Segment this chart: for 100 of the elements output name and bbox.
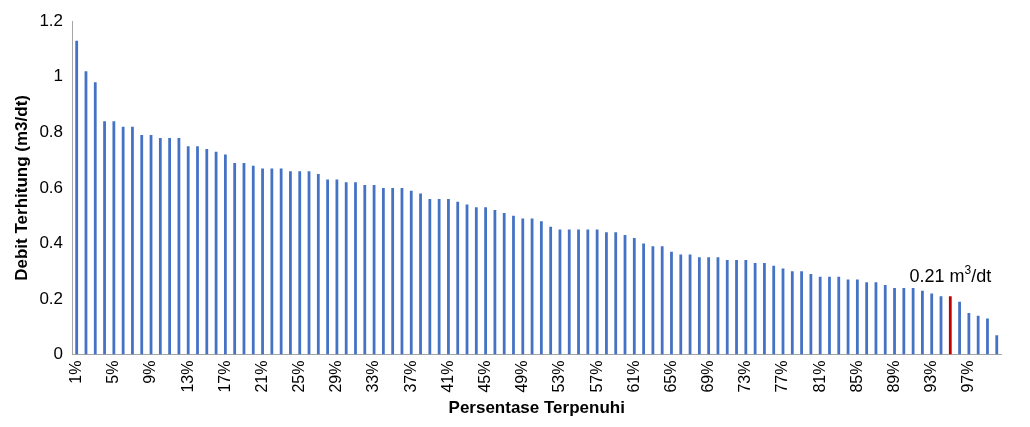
bar [261, 168, 264, 355]
bar [921, 290, 924, 355]
bar [502, 212, 506, 355]
bar [902, 287, 906, 355]
bar [326, 179, 329, 355]
bar [474, 207, 478, 355]
bar [233, 162, 237, 355]
bar [948, 296, 952, 355]
bar [670, 251, 673, 355]
x-tick-label: 69% [699, 360, 717, 393]
x-tick-label: 17% [215, 360, 233, 393]
bar [614, 232, 618, 355]
bar [539, 221, 543, 355]
bar [995, 335, 999, 355]
x-tick-label: 65% [661, 360, 679, 393]
bar [763, 262, 766, 355]
bar [958, 301, 961, 355]
bar [223, 154, 227, 355]
x-tick-label: 21% [252, 360, 270, 393]
bar [976, 315, 980, 355]
y-tick-label: 0.8 [39, 122, 64, 142]
bar [381, 187, 385, 355]
bar [772, 265, 776, 355]
x-tick-label: 61% [624, 360, 642, 393]
x-tick-label: 45% [476, 360, 494, 393]
bar [800, 271, 803, 355]
y-axis-title: Debit Terhitung (m3/dt) [11, 95, 31, 281]
x-tick-label: 25% [290, 360, 308, 393]
bar [577, 229, 580, 355]
bar [344, 182, 348, 355]
bar [112, 121, 116, 355]
bar [865, 282, 869, 355]
bar [651, 246, 655, 355]
bar [93, 82, 97, 355]
x-tick-label: 49% [513, 360, 531, 393]
y-tick-label: 0.4 [39, 233, 64, 253]
bar [428, 199, 432, 355]
y-tick-label: 1.2 [39, 10, 64, 30]
bar [419, 193, 422, 355]
bar [744, 260, 748, 355]
bar [707, 257, 711, 355]
x-tick-label: 33% [364, 360, 382, 393]
x-tick-label: 85% [847, 360, 865, 393]
x-tick-label: 29% [327, 360, 345, 393]
bar [809, 274, 813, 355]
bar [632, 237, 636, 355]
bar [251, 165, 255, 355]
bar [883, 285, 887, 355]
x-tick-label: 37% [401, 360, 419, 393]
bar [103, 121, 106, 355]
bar [930, 293, 934, 355]
x-tick-label: 1% [67, 360, 85, 384]
bar [270, 168, 274, 355]
bar [205, 148, 209, 355]
bar [679, 254, 683, 355]
bar [437, 199, 441, 355]
x-tick-label: 89% [884, 360, 902, 393]
bar [279, 168, 283, 355]
bar [660, 246, 664, 355]
bar [549, 226, 553, 355]
bar [316, 174, 320, 355]
x-tick-label: 9% [141, 360, 159, 384]
bar [121, 126, 125, 355]
bar [447, 199, 450, 355]
y-tick-label: 0 [53, 344, 64, 364]
x-tick-label: 73% [736, 360, 754, 393]
x-tick-label: 81% [810, 360, 828, 393]
bar [75, 40, 79, 355]
bar [911, 287, 915, 355]
x-tick-label: 13% [178, 360, 196, 393]
x-tick-label: 41% [438, 360, 456, 393]
bar [298, 171, 302, 355]
bar [837, 276, 841, 355]
x-axis-title: Persentase Terpenuhi [448, 398, 625, 418]
bar [140, 135, 144, 355]
bar [725, 260, 729, 355]
x-tick-label: 93% [922, 360, 940, 393]
bar [893, 287, 896, 355]
bar [363, 185, 367, 355]
bar [196, 146, 199, 355]
bar [567, 229, 571, 355]
bar [855, 279, 859, 355]
x-tick-label: 97% [959, 360, 977, 393]
y-tick-label: 0.6 [39, 177, 64, 197]
bar [391, 187, 395, 355]
y-tick-label: 1 [53, 66, 64, 86]
bar [521, 218, 525, 355]
x-tick-label: 53% [550, 360, 568, 393]
x-tick-label: 5% [104, 360, 122, 384]
bar [967, 312, 971, 355]
bar [456, 201, 460, 355]
bar [186, 146, 190, 355]
bar [168, 137, 172, 355]
bar [753, 262, 757, 355]
bar [828, 276, 831, 355]
bar [790, 271, 794, 355]
bar [409, 190, 413, 355]
x-tick-label: 77% [773, 360, 791, 393]
bar [642, 243, 645, 355]
bar [605, 232, 608, 355]
